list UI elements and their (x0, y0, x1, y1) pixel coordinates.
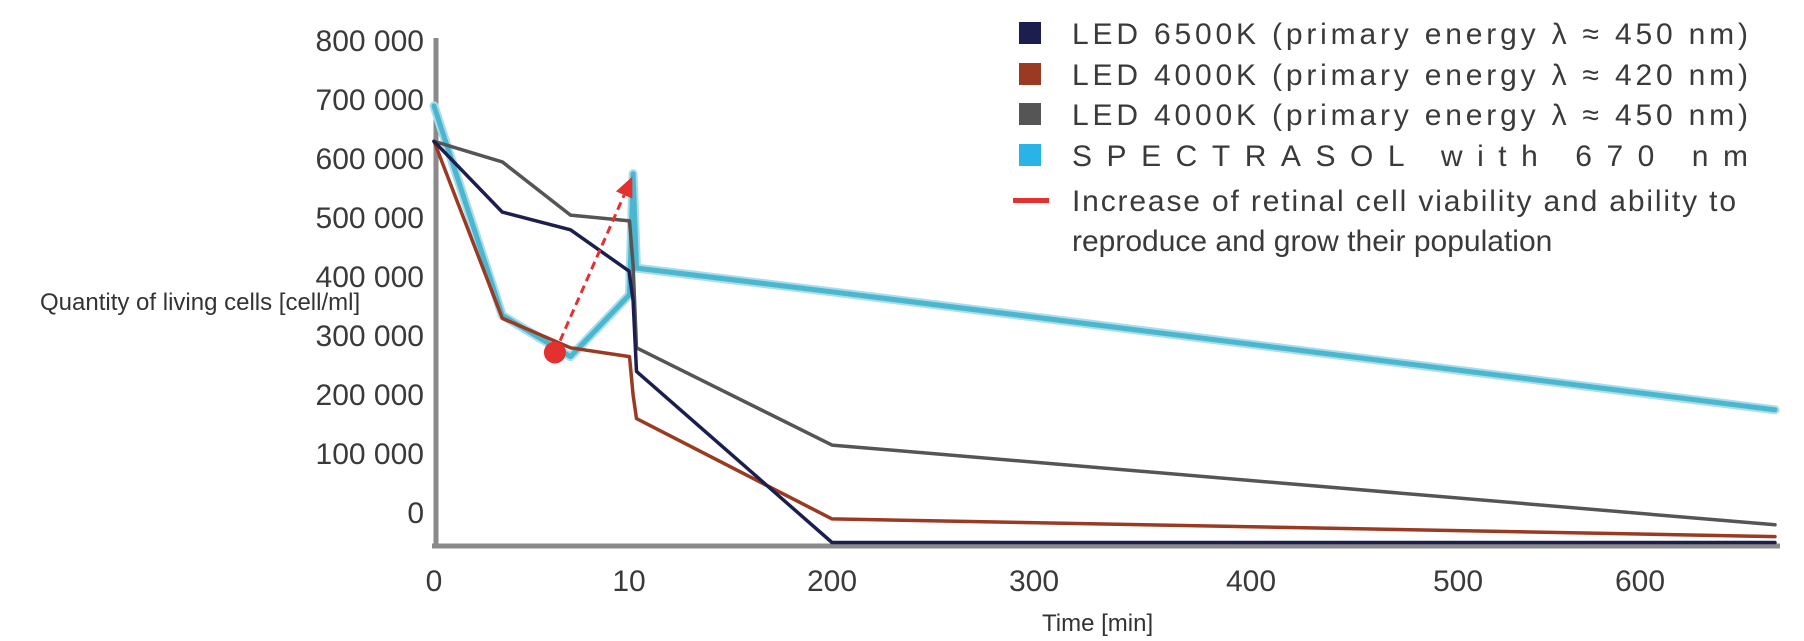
x-tick-label: 200 (807, 565, 857, 598)
legend-swatch (1019, 103, 1041, 125)
legend-swatch (1019, 22, 1041, 44)
series-line (432, 139, 1777, 527)
legend-label: SPECTRASOL with 670 nm (1072, 140, 1748, 173)
y-tick-label: 0 (407, 497, 424, 530)
y-tick-label: 100 000 (316, 438, 424, 471)
legend-swatch (1019, 63, 1041, 85)
x-tick-label: 600 (1615, 565, 1665, 598)
y-tick-label: 700 000 (316, 84, 424, 117)
y-tick-labels: 800 000 700 000 600 000 500 000 400 000 300 0… (316, 25, 424, 530)
y-tick-label: 400 000 (316, 261, 424, 294)
y-tick-label: 600 000 (316, 143, 424, 176)
legend-dash (1013, 198, 1049, 203)
series-line (432, 139, 1777, 545)
x-tick-label: 0 (426, 565, 443, 598)
legend-swatch (1019, 144, 1041, 166)
x-tick-label: 10 (612, 565, 645, 598)
y-tick-label: 800 000 (316, 25, 424, 58)
y-tick-label: 500 000 (316, 202, 424, 235)
annotation-arrow-line (553, 194, 626, 354)
series-line (432, 139, 1777, 539)
y-tick-label: 200 000 (316, 379, 424, 412)
legend: LED 6500K (primary energy λ ≈ 450 nm) LED… (1013, 18, 1748, 258)
x-axis-title: Time [min] (1042, 610, 1153, 637)
y-axis-title: Quantity of living cells [cell/ml] (40, 289, 360, 316)
legend-label: LED 6500K (primary energy λ ≈ 450 nm) (1072, 18, 1748, 51)
series-lines (429, 101, 1780, 545)
x-tick-label: 400 (1226, 565, 1276, 598)
legend-label: reproduce and grow their population (1072, 225, 1552, 258)
legend-label: Increase of retinal cell viability and a… (1072, 185, 1736, 218)
x-tick-label: 300 (1009, 565, 1059, 598)
legend-label: LED 4000K (primary energy λ ≈ 420 nm) (1072, 59, 1748, 92)
x-tick-label: 500 (1433, 565, 1483, 598)
x-tick-labels: 0 10 200 300 400 500 600 (426, 565, 1665, 598)
y-tick-label: 300 000 (316, 320, 424, 353)
legend-label: LED 4000K (primary energy λ ≈ 450 nm) (1072, 99, 1748, 132)
annotation-arrowhead (615, 176, 633, 199)
annotation (543, 176, 633, 364)
